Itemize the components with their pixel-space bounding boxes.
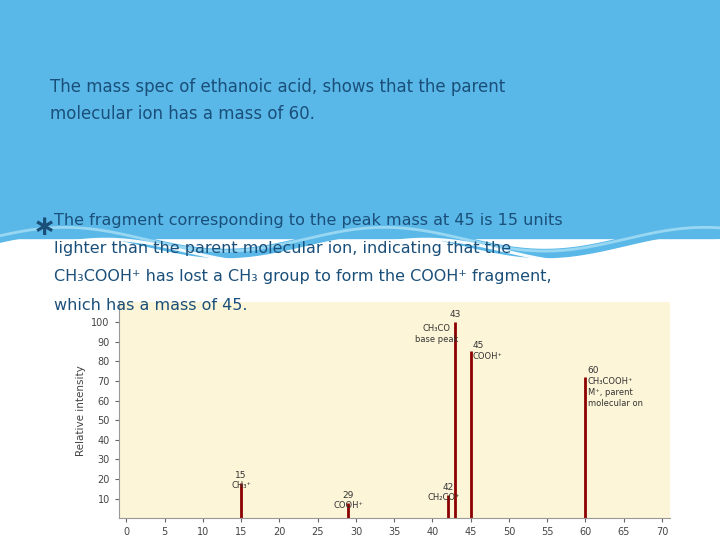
Text: CH₃COOH⁺ has lost a CH₃ group to form the COOH⁺ fragment,: CH₃COOH⁺ has lost a CH₃ group to form th… [54, 269, 552, 285]
Text: ∗: ∗ [32, 213, 55, 241]
Text: molecular ion has a mass of 60.: molecular ion has a mass of 60. [50, 105, 315, 123]
Text: The mass spec of ethanoic acid, shows that the parent: The mass spec of ethanoic acid, shows th… [50, 78, 505, 96]
Text: CH₃CO
base peak: CH₃CO base peak [415, 323, 458, 343]
Text: 45: 45 [473, 341, 485, 349]
Text: 43: 43 [450, 310, 461, 319]
Text: COOH⁺: COOH⁺ [333, 501, 364, 510]
Text: The fragment corresponding to the peak mass at 45 is 15 units: The fragment corresponding to the peak m… [54, 213, 562, 228]
Text: CH₃⁺: CH₃⁺ [231, 481, 251, 490]
Text: CH₃COOH⁺
M⁺, parent
molecular on: CH₃COOH⁺ M⁺, parent molecular on [588, 377, 643, 408]
Text: 42: 42 [442, 483, 454, 492]
Text: lighter than the parent molecular ion, indicating that the: lighter than the parent molecular ion, i… [54, 241, 511, 256]
Text: COOH⁺: COOH⁺ [473, 352, 503, 361]
Y-axis label: Relative intensity: Relative intensity [76, 365, 86, 456]
Text: 60: 60 [588, 366, 599, 375]
Text: which has a mass of 45.: which has a mass of 45. [54, 298, 248, 313]
Text: CH₂CO⁺: CH₂CO⁺ [428, 492, 460, 502]
Text: 29: 29 [343, 491, 354, 500]
Text: 15: 15 [235, 471, 247, 480]
